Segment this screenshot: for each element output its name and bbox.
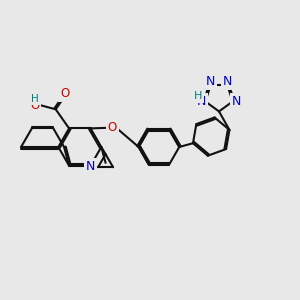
Text: H: H xyxy=(194,91,202,101)
Text: O: O xyxy=(60,87,69,100)
Text: O: O xyxy=(108,121,117,134)
Text: N: N xyxy=(86,160,95,173)
Text: N: N xyxy=(206,75,215,88)
Text: N: N xyxy=(197,95,206,108)
Text: N: N xyxy=(223,75,232,88)
Text: O: O xyxy=(30,99,39,112)
Text: H: H xyxy=(32,94,39,104)
Text: N: N xyxy=(232,95,241,108)
